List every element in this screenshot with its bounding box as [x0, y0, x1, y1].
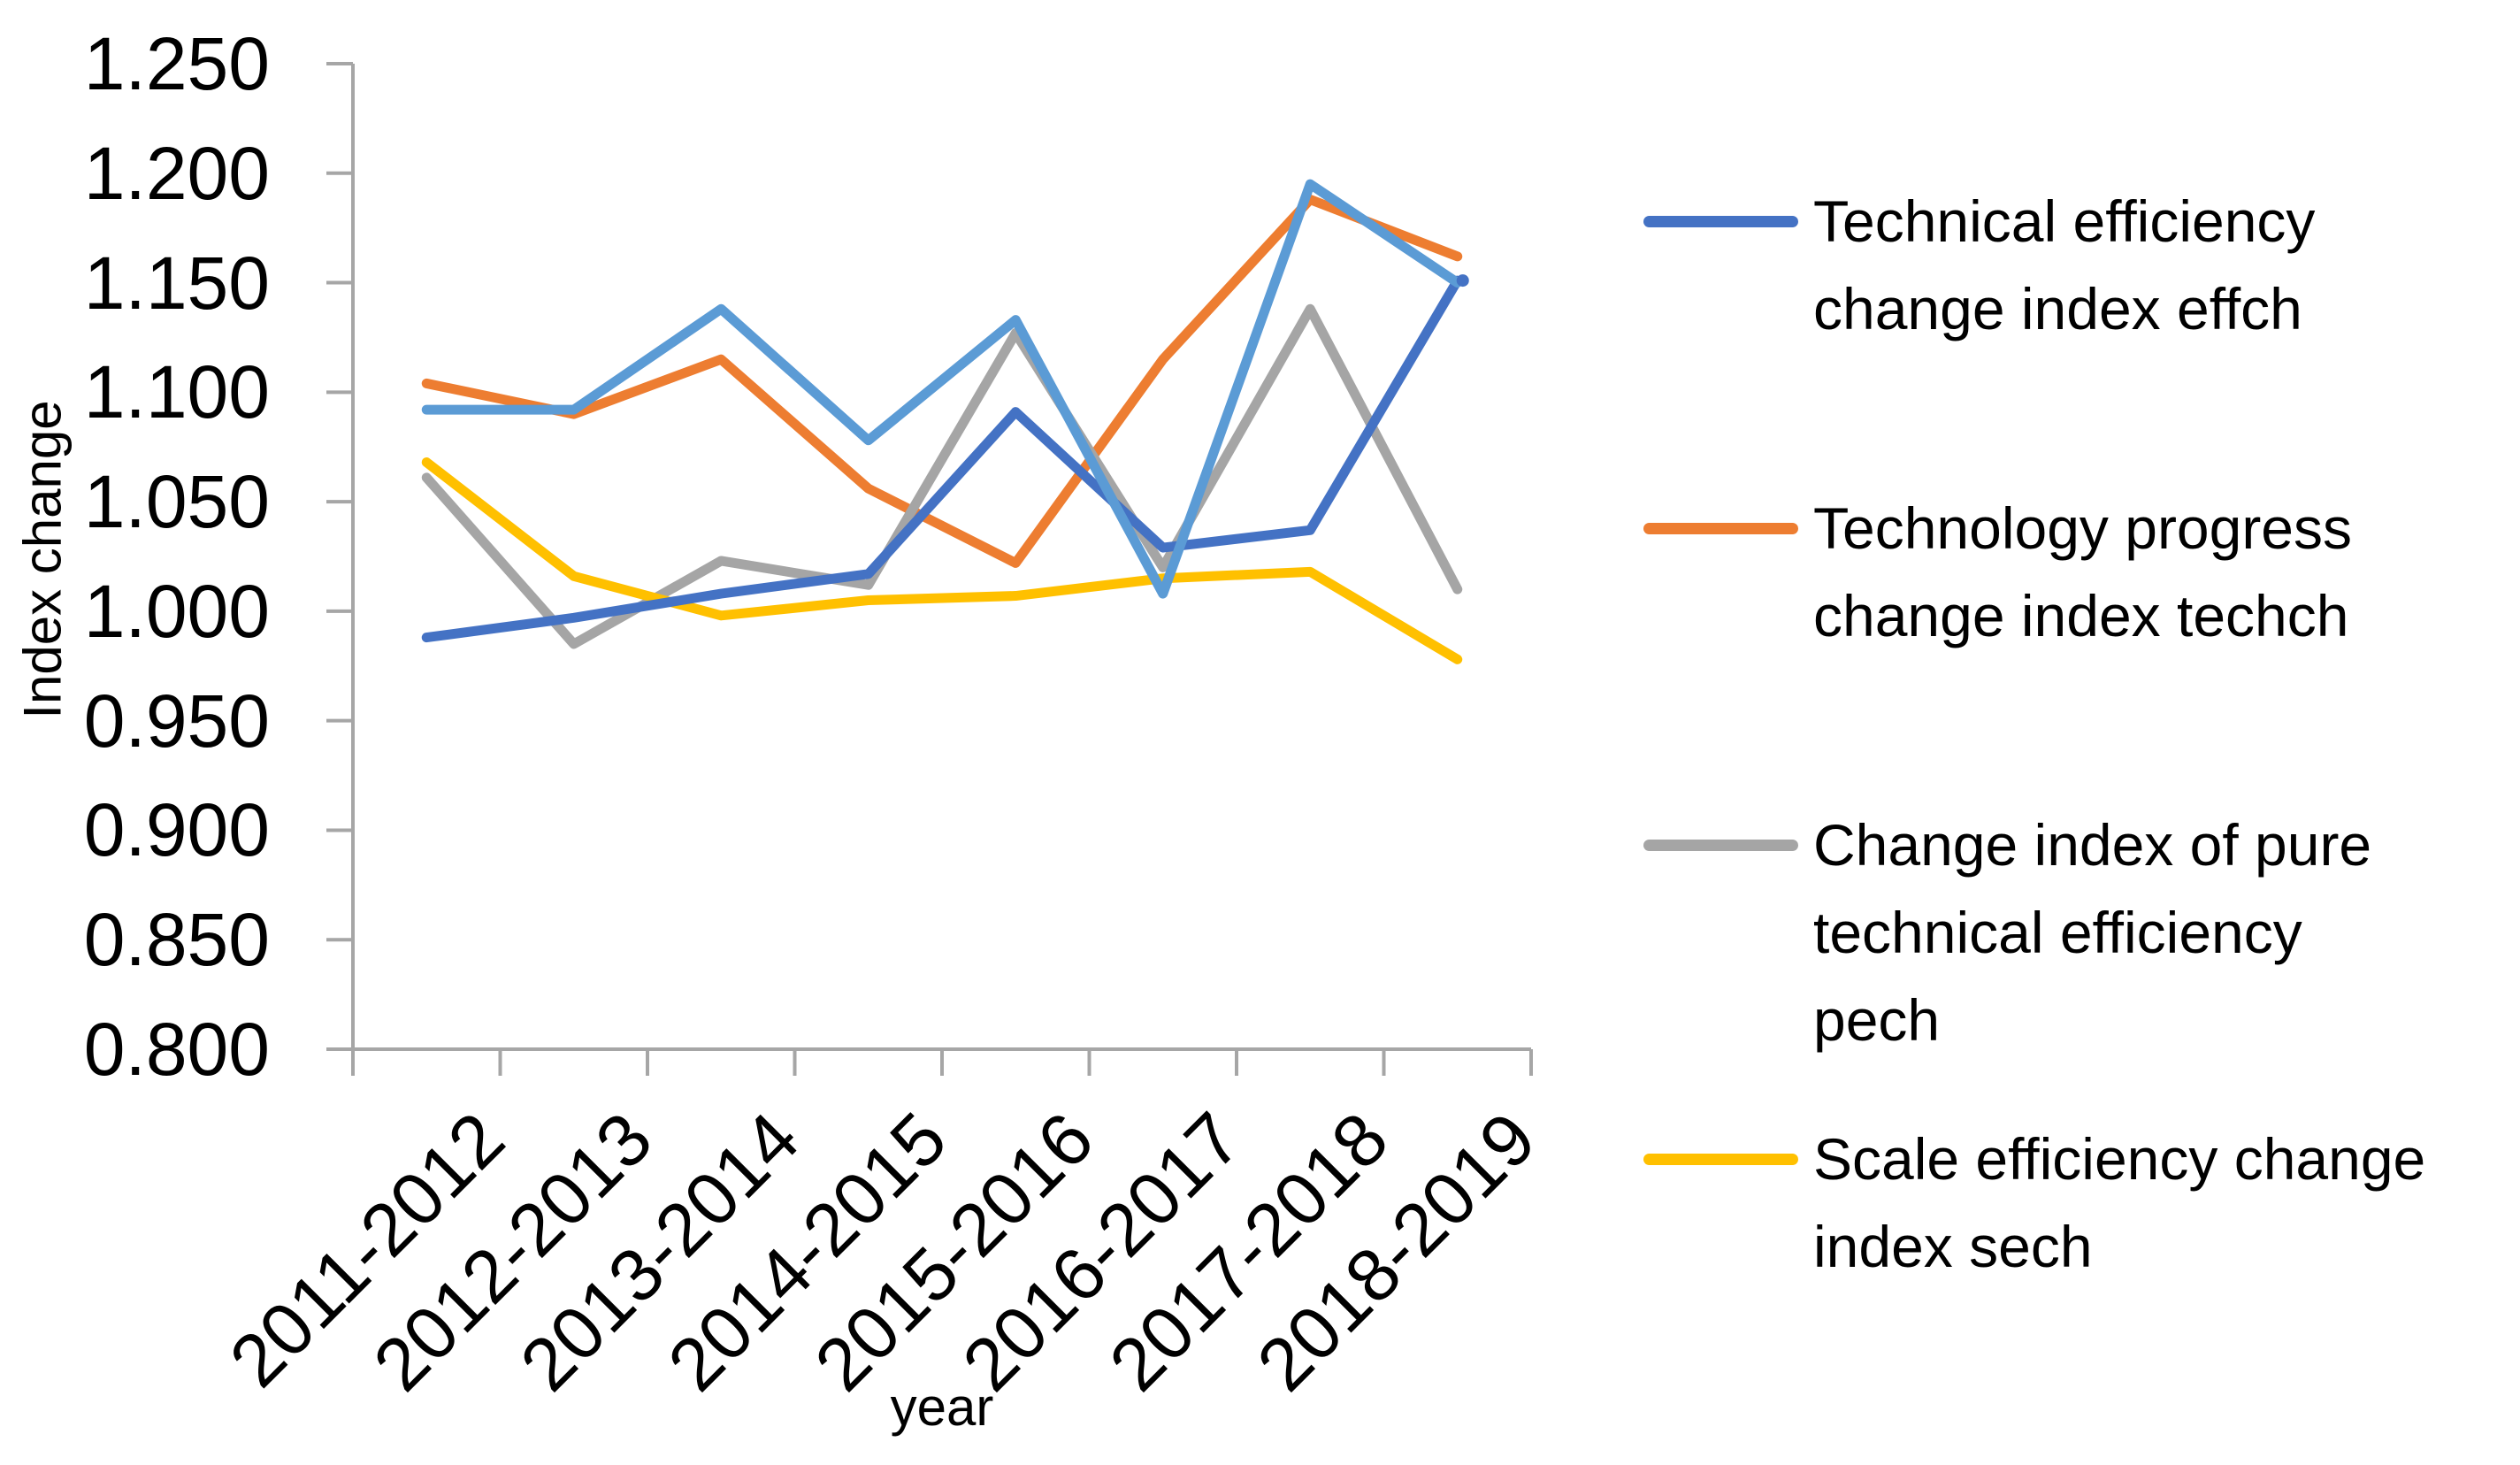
- legend-swatch-3: [1643, 1154, 1798, 1165]
- legend-label-line: index sech: [1813, 1214, 2093, 1279]
- x-axis-title: year: [890, 1377, 994, 1437]
- legend-label-line: technical efficiency: [1813, 900, 2302, 965]
- series-line-2: [421, 303, 1463, 649]
- legend-swatch-0: [1643, 216, 1798, 227]
- legend-label-line: Scale efficiency change: [1813, 1126, 2426, 1192]
- y-tick-label: 1.250: [83, 22, 270, 105]
- series-line-1: [421, 194, 1463, 568]
- legend-label-2: Change index of pure technical efficiency…: [1813, 802, 2520, 1064]
- legend-label-3: Scale efficiency change index sech: [1813, 1116, 2520, 1291]
- legend-label-line: Change index of pure: [1813, 812, 2372, 878]
- y-tick-label: 0.800: [83, 1008, 270, 1091]
- series-endpoint-dot: [1456, 274, 1469, 288]
- series-line-4: [421, 179, 1463, 599]
- legend-label-line: Technology progress: [1813, 495, 2353, 561]
- legend-label-line: pech: [1813, 987, 1941, 1053]
- series-line-3: [421, 457, 1463, 664]
- legend-label-0: Technical efficiency change index effch: [1813, 178, 2520, 353]
- legend-label-line: Technical efficiency: [1813, 188, 2316, 254]
- y-tick-label: 1.050: [83, 460, 270, 544]
- legend-swatch-2: [1643, 840, 1798, 851]
- y-tick-label: 1.100: [83, 350, 270, 434]
- y-tick-label: 1.000: [83, 569, 270, 653]
- series-line-0: [421, 275, 1463, 643]
- y-tick-label: 1.150: [83, 241, 270, 325]
- legend-swatch-1: [1643, 523, 1798, 534]
- legend-label-1: Technology progress change index techch: [1813, 485, 2520, 660]
- y-tick-label: 0.850: [83, 898, 270, 982]
- y-tick-label: 1.200: [83, 131, 270, 215]
- y-tick-label: 0.900: [83, 788, 270, 872]
- legend-label-line: change index techch: [1813, 583, 2349, 648]
- legend-label-line: change index effch: [1813, 276, 2302, 341]
- y-tick-label: 0.950: [83, 679, 270, 763]
